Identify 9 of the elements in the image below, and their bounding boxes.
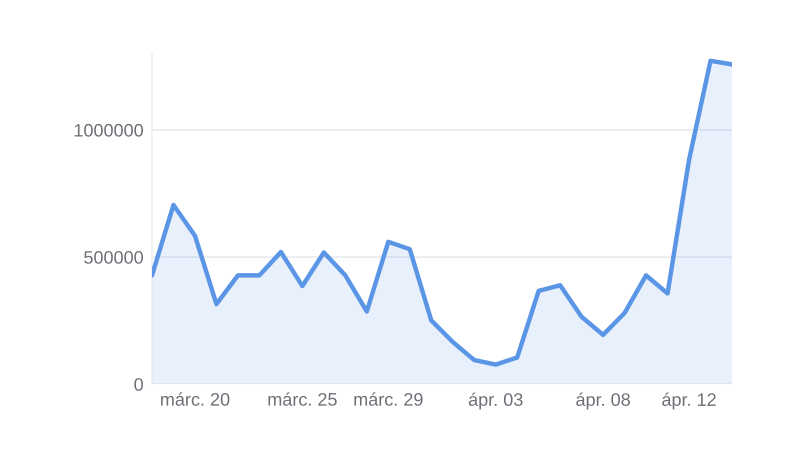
y-tick-label: 0 [134,378,143,391]
x-tick-label: márc. 20 [161,392,230,406]
y-tick-label: 1000000 [74,124,143,137]
x-tick-label: ápr. 08 [576,392,630,410]
x-tick-label: márc. 29 [354,392,423,406]
x-tick-label: ápr. 03 [468,392,523,410]
x-tick-label: márc. 25 [268,392,337,406]
x-tick-label: ápr. 12 [662,392,716,410]
y-tick-label: 500000 [84,251,143,264]
